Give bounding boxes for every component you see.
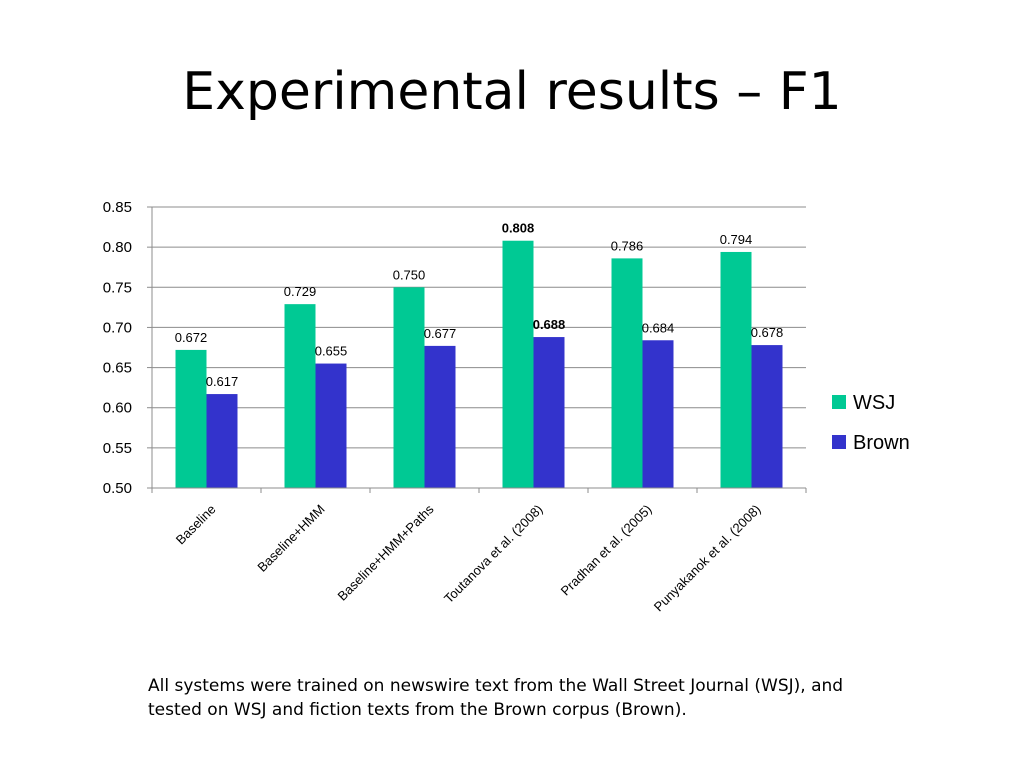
x-category-label: Punyakanok et al. (2008) (651, 502, 764, 615)
bar-brown-5 (751, 345, 783, 488)
data-label-brown-5: 0.678 (751, 325, 784, 340)
bar-wsj-1 (284, 304, 316, 488)
slide-title: Experimental results – F1 (182, 62, 842, 122)
data-label-brown-2: 0.677 (424, 326, 457, 341)
bar-wsj-5 (720, 251, 752, 488)
y-tick-label: 0.55 (103, 440, 132, 457)
x-category-label: Baseline (173, 502, 219, 548)
data-label-brown-1: 0.655 (315, 344, 348, 359)
data-label-brown-4: 0.684 (642, 320, 675, 335)
y-tick-label: 0.70 (103, 319, 132, 336)
y-tick-label: 0.85 (103, 199, 132, 216)
x-category-label: Toutanova et al. (2008) (441, 502, 546, 607)
y-tick-label: 0.75 (103, 279, 132, 296)
y-tick-label: 0.65 (103, 360, 132, 377)
bar-brown-2 (424, 345, 456, 488)
bar-brown-4 (642, 340, 674, 488)
legend-swatch-brown (832, 435, 846, 449)
bar-wsj-2 (393, 287, 425, 488)
y-tick-label: 0.80 (103, 239, 132, 256)
data-label-wsj-2: 0.750 (393, 267, 426, 282)
bar-brown-1 (315, 363, 347, 488)
y-tick-label: 0.50 (103, 480, 132, 497)
data-label-brown-3: 0.688 (533, 317, 566, 332)
legend-label-brown: Brown (853, 432, 910, 454)
bar-wsj-3 (502, 240, 534, 488)
x-category-label: Pradhan et al. (2005) (558, 502, 655, 599)
data-label-wsj-4: 0.786 (611, 238, 644, 253)
bar-wsj-4 (611, 258, 643, 488)
y-tick-label: 0.60 (103, 400, 132, 417)
slide-caption: All systems were trained on newswire tex… (148, 676, 844, 720)
data-label-wsj-3: 0.808 (502, 221, 535, 236)
bar-brown-0 (206, 394, 238, 488)
data-label-wsj-0: 0.672 (175, 330, 208, 345)
data-label-brown-0: 0.617 (206, 374, 239, 389)
legend-swatch-wsj (832, 395, 846, 409)
data-label-wsj-5: 0.794 (720, 232, 753, 247)
data-label-wsj-1: 0.729 (284, 284, 317, 299)
x-category-label: Baseline+HMM+Paths (335, 501, 437, 603)
x-category-label: Baseline+HMM (254, 502, 327, 575)
bar-brown-3 (533, 337, 565, 488)
legend-label-wsj: WSJ (853, 392, 895, 414)
bar-wsj-0 (175, 349, 207, 488)
